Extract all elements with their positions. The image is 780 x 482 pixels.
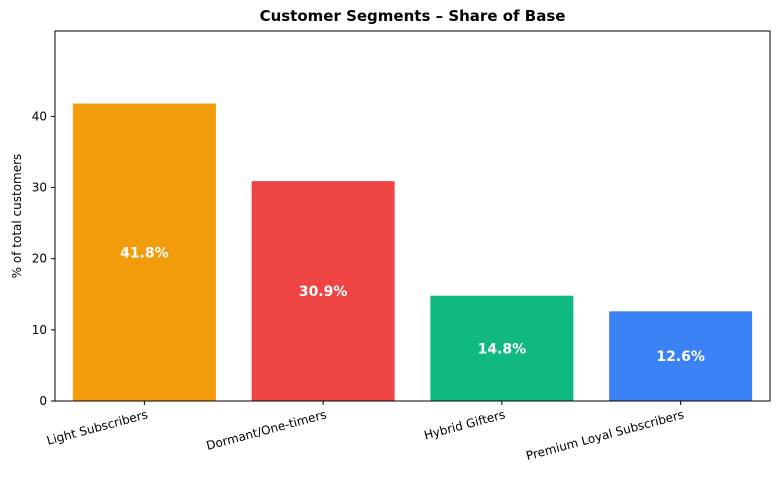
bars-layer [72, 103, 753, 402]
bar-value-label-1: 30.9% [299, 284, 348, 300]
data-labels-layer: 41.8% 30.9% 14.8% 12.6% [120, 245, 705, 365]
bar-value-label-0: 41.8% [120, 245, 169, 261]
y-tick-label-4: 40 [32, 109, 47, 123]
chart-title: Customer Segments – Share of Base [259, 7, 566, 25]
y-tick-label-0: 0 [39, 394, 47, 408]
y-tick-label-1: 10 [32, 323, 47, 337]
x-axis: Light Subscribers Dormant/One-timers Hybri… [45, 401, 685, 463]
x-tick-label-1: Dormant/One-timers [205, 407, 328, 453]
bar-value-label-3: 12.6% [656, 349, 705, 365]
y-axis-label: % of total customers [10, 154, 24, 279]
x-tick-label-0: Light Subscribers [45, 407, 149, 447]
x-tick-label-3: Premium Loyal Subscribers [525, 407, 686, 463]
bar-value-label-2: 14.8% [478, 341, 527, 357]
plot-frame [54, 30, 771, 402]
y-axis: 0 10 20 30 40 [32, 109, 55, 408]
bar-1 [251, 181, 395, 401]
bar-3 [609, 311, 753, 401]
bar-0 [72, 103, 216, 402]
x-tick-label-2: Hybrid Gifters [422, 407, 506, 442]
y-tick-label-3: 30 [32, 181, 47, 195]
y-tick-label-2: 20 [32, 252, 47, 266]
bar-2 [430, 295, 574, 401]
